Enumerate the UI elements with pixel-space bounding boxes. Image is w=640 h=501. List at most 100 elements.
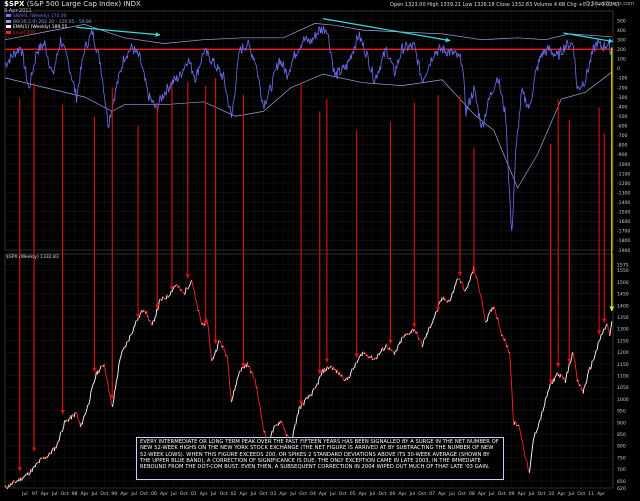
indicator-ytick-label: -1600 xyxy=(617,219,630,225)
price-segment xyxy=(352,367,355,370)
price-segment xyxy=(98,370,101,374)
price-segment xyxy=(219,340,221,342)
price-segment xyxy=(364,352,366,354)
price-segment xyxy=(376,355,378,359)
price-segment xyxy=(248,365,251,368)
price-segment xyxy=(28,474,30,476)
price-segment xyxy=(78,420,81,425)
legend-swatch xyxy=(6,19,11,23)
price-segment xyxy=(300,404,302,409)
price-segment xyxy=(67,418,70,422)
price-segment xyxy=(532,438,534,446)
price-segment xyxy=(111,403,114,408)
price-segment xyxy=(149,320,151,323)
price-segment xyxy=(187,287,190,290)
price-segment xyxy=(108,392,111,395)
indicator-ytick-label: -1700 xyxy=(617,229,630,235)
price-segment xyxy=(459,278,461,284)
price-segment xyxy=(99,367,101,371)
trend-arrow xyxy=(322,18,451,43)
price-segment xyxy=(494,310,497,316)
price-segment xyxy=(514,420,517,423)
price-segment xyxy=(180,289,183,292)
price-segment xyxy=(538,419,541,423)
price-segment xyxy=(341,374,344,378)
price-segment xyxy=(237,374,240,378)
price-segment xyxy=(497,317,500,324)
price-segment xyxy=(257,395,259,401)
price-ytick-label: 1450 xyxy=(617,292,629,298)
price-segment xyxy=(173,285,176,288)
xtick-label: Oct xyxy=(61,491,69,497)
indicator-ytick-label: -1200 xyxy=(617,181,630,187)
price-segment xyxy=(583,386,586,389)
price-segment xyxy=(127,340,130,342)
price-segment xyxy=(284,429,287,434)
price-segment xyxy=(243,365,246,369)
indicator-ytick-label: -600 xyxy=(617,124,628,130)
price-segment xyxy=(15,481,17,484)
xtick-label: 01 xyxy=(191,491,197,497)
price-segment xyxy=(214,349,217,355)
price-segment xyxy=(542,407,545,412)
price-ytick-label: 800 xyxy=(617,444,626,450)
price-segment xyxy=(585,380,588,384)
price-segment xyxy=(136,319,138,322)
price-segment xyxy=(488,311,491,314)
price-segment xyxy=(610,327,612,331)
legend-entry: Level 200 xyxy=(6,30,35,36)
price-segment xyxy=(562,377,565,380)
price-segment xyxy=(474,274,477,278)
price-segment xyxy=(34,464,37,468)
annotation-box: EVERY INTERMEDIATE OR LONG TERM PEAK OVE… xyxy=(136,437,504,480)
price-segment xyxy=(328,367,330,370)
legend-entry: BB(30,2.0) 202.20 - 120.05 - 59.86 xyxy=(6,19,92,25)
price-segment xyxy=(281,421,284,424)
price-segment xyxy=(587,372,589,375)
price-segment xyxy=(262,422,264,430)
price-segment xyxy=(369,356,371,358)
price-segment xyxy=(206,319,209,325)
bollinger-upper-line xyxy=(4,23,612,44)
xtick-label: Apr xyxy=(438,491,446,497)
price-segment xyxy=(598,340,600,342)
price-segment xyxy=(570,357,573,362)
price-segment xyxy=(586,373,589,381)
price-segment xyxy=(519,428,521,433)
price-segment xyxy=(38,458,41,463)
price-segment xyxy=(547,390,549,393)
price-segment xyxy=(383,349,385,352)
price-segment xyxy=(526,461,529,470)
xtick-label: Apr xyxy=(120,491,128,497)
price-segment xyxy=(498,323,500,328)
price-segment xyxy=(569,360,572,364)
price-segment xyxy=(520,435,523,440)
price-segment xyxy=(11,482,13,486)
price-segment xyxy=(99,365,102,369)
price-segment xyxy=(227,368,230,378)
price-segment xyxy=(356,360,359,364)
price-segment xyxy=(173,286,175,289)
price-segment xyxy=(231,398,233,403)
price-segment xyxy=(223,346,225,352)
price-segment xyxy=(207,324,209,329)
price-segment xyxy=(344,378,347,381)
symbol-label: $SPX xyxy=(4,0,25,8)
price-segment xyxy=(371,354,373,361)
price-segment xyxy=(155,308,158,317)
price-segment xyxy=(293,427,295,432)
xtick-label: 98 xyxy=(72,491,78,497)
price-segment xyxy=(418,338,421,340)
xtick-label: Oct xyxy=(140,491,148,497)
price-segment xyxy=(580,386,583,391)
price-ytick-label: 1000 xyxy=(617,397,629,403)
price-segment xyxy=(23,475,26,477)
price-ytick-label: 1575 xyxy=(617,262,629,268)
price-segment xyxy=(238,370,240,375)
price-segment xyxy=(64,420,67,423)
price-segment xyxy=(43,456,46,459)
price-segment xyxy=(563,377,565,379)
price-segment xyxy=(219,341,222,345)
price-segment xyxy=(424,337,426,340)
price-segment xyxy=(232,390,235,396)
